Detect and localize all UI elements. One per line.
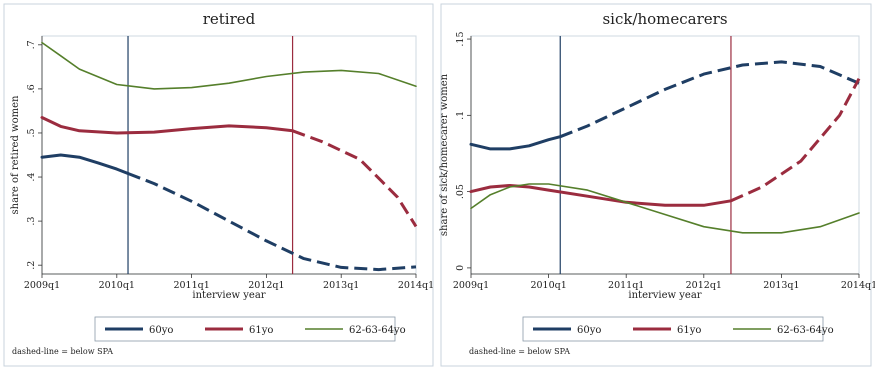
series-line-62-63-64yo: [41, 41, 417, 90]
series-line-61yo-dashed: [730, 77, 861, 203]
x-tick-label: 2009q1: [453, 280, 489, 291]
series-line-60yo-solid: [40, 153, 130, 175]
x-tick-label: 2011q1: [173, 280, 209, 291]
x-tick-label: 2014q1: [398, 280, 434, 291]
y-tick-label: .15: [455, 31, 466, 46]
x-tick-label: 2012q1: [686, 280, 722, 291]
x-tick-label: 2010q1: [530, 280, 566, 291]
footnote: dashed-line = below SPA: [469, 347, 570, 356]
x-tick-label: 2009q1: [24, 280, 60, 291]
plot-area: [470, 35, 860, 275]
legend: 60yo 61yo 62-63-64yo: [94, 316, 406, 342]
legend-label-62-63-64yo: 62-63-64yo: [349, 325, 406, 336]
chart-title: retired: [203, 10, 256, 28]
x-axis-title: interview year: [628, 290, 701, 301]
footnote: dashed-line = below SPA: [12, 347, 113, 356]
legend: 60yo 61yo 62-63-64yo: [522, 316, 834, 342]
y-tick-label: .4: [26, 172, 37, 181]
legend-label-62-63-64yo: 62-63-64yo: [777, 325, 834, 336]
legend-box: [94, 316, 396, 342]
y-tick-label: .3: [26, 217, 37, 226]
y-tick-label: .1: [455, 111, 466, 120]
series-line-60yo-dashed: [559, 60, 860, 139]
x-tick-label: 2013q1: [763, 280, 799, 291]
series-line-60yo-solid: [469, 135, 562, 151]
x-tick-label: 2014q1: [841, 280, 875, 291]
series-line-61yo-dashed: [292, 129, 418, 228]
legend-label-61yo: 61yo: [249, 325, 273, 336]
series-line-61yo-solid: [40, 116, 295, 135]
x-tick-label: 2012q1: [248, 280, 284, 291]
legend-box: [522, 316, 824, 342]
y-axis-title: share of sick/homecarer women: [439, 73, 450, 236]
y-tick-label: 0: [455, 265, 466, 271]
y-tick-label: .7: [26, 40, 37, 49]
retired-chart: retired .2 .3 .4 .5 .6 .7 share of retired wome…: [3, 3, 434, 367]
sick-homecarers-chart: sick/homecarers 0 .05 .1 .15 share of sick/ho…: [439, 3, 875, 367]
y-tick-label: .2: [26, 261, 37, 270]
x-tick-label: 2010q1: [99, 280, 135, 291]
y-tick-label: .05: [455, 184, 466, 199]
legend-label-60yo: 60yo: [149, 325, 173, 336]
y-tick-label: .6: [26, 84, 37, 93]
series-line-61yo-solid: [469, 184, 733, 207]
series-line-62-63-64yo: [470, 183, 860, 234]
sick-homecarers-chart-panel: sick/homecarers 0 .05 .1 .15 share of sick/ho…: [437, 0, 875, 370]
y-tick-label: .5: [26, 128, 37, 137]
x-axis-title: interview year: [192, 290, 265, 301]
chart-title: sick/homecarers: [602, 10, 727, 28]
y-axis-title: share of retired women: [10, 95, 21, 214]
legend-label-60yo: 60yo: [577, 325, 601, 336]
legend-label-61yo: 61yo: [677, 325, 701, 336]
x-tick-label: 2013q1: [323, 280, 359, 291]
retired-chart-panel: retired .2 .3 .4 .5 .6 .7 share of retired wome…: [0, 0, 437, 370]
x-tick-label: 2011q1: [608, 280, 644, 291]
series-line-60yo-dashed: [127, 172, 417, 272]
